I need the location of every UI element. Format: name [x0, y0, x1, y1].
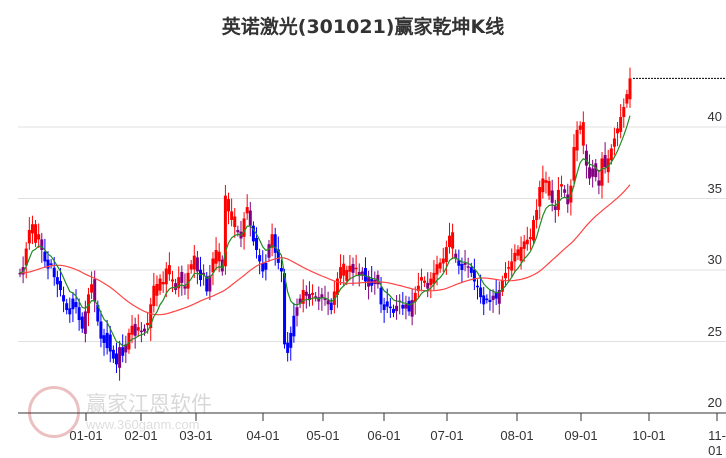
watermark-text: 赢家江恩软件	[86, 392, 212, 416]
x-tick-label: 06-01	[367, 428, 401, 443]
short-ma-line	[19, 115, 631, 347]
x-tick-label: 10-01	[632, 428, 666, 443]
y-tick-label: 25	[707, 323, 722, 339]
y-tick-label: 35	[707, 180, 722, 196]
x-tick-label: 04-01	[246, 428, 280, 443]
watermark-seal-icon	[28, 386, 80, 438]
x-tick-label: 02-01	[124, 428, 158, 443]
y-tick-label: 30	[707, 252, 722, 267]
x-tick-label: 07-01	[430, 428, 464, 443]
x-tick-label: 08-01	[500, 428, 534, 443]
watermark-url: www.360ganm.com	[86, 417, 200, 432]
x-tick-label: 11-01	[708, 428, 726, 458]
y-tick-label: 20	[707, 395, 722, 410]
x-tick-label: 03-01	[179, 428, 213, 443]
x-tick-label: 05-01	[306, 428, 340, 443]
candles	[18, 67, 632, 381]
long-ma-line	[19, 184, 631, 316]
chart-title: 英诺激光(301021)赢家乾坤K线	[221, 16, 505, 38]
x-tick-label: 01-01	[69, 428, 103, 443]
y-tick-label: 40	[707, 109, 722, 124]
watermark: 赢家江恩软件 www.360ganm.com	[18, 386, 234, 442]
grid-lines	[18, 126, 726, 342]
x-tick-label: 09-01	[564, 428, 598, 443]
x-axis	[18, 412, 726, 421]
